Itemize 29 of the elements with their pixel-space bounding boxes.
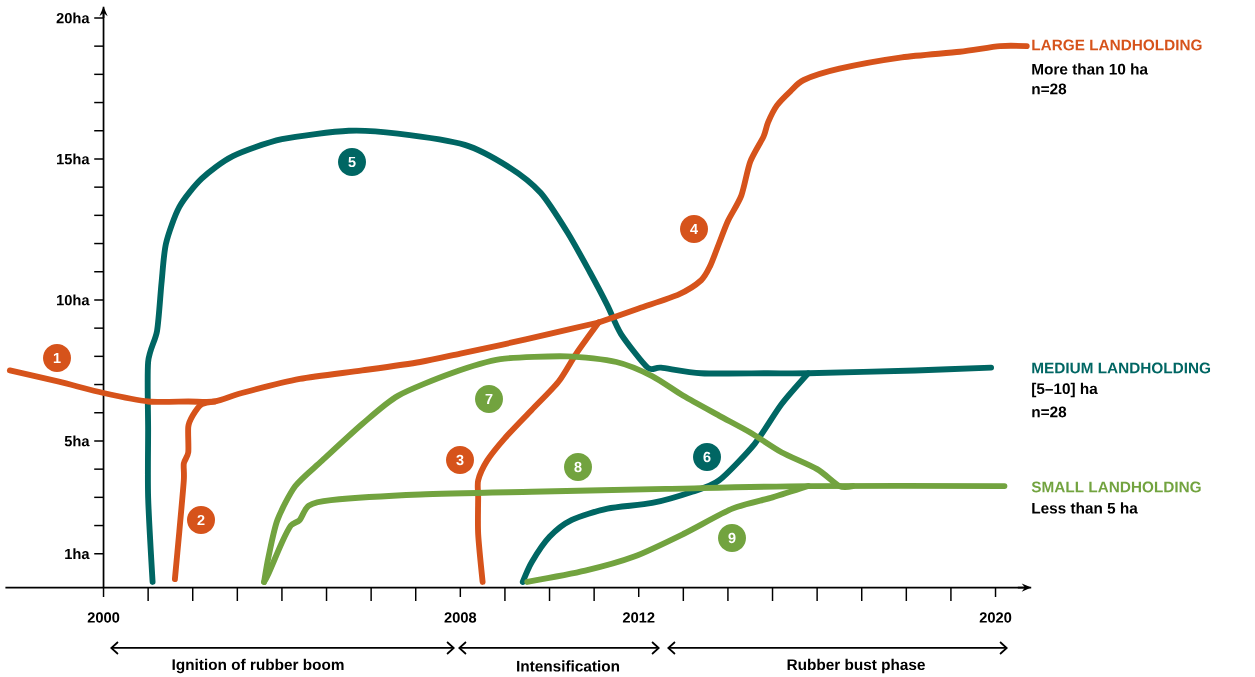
text: Ignition of rubber boom [172, 658, 344, 674]
text: n=28 [1032, 406, 1067, 418]
y-tick-label: 15ha [57, 153, 90, 165]
series-label: 3 [456, 454, 464, 466]
y-tick-label: 1ha [65, 548, 90, 560]
series-label: 6 [703, 451, 711, 463]
text: LARGE LANDHOLDING [1032, 39, 1202, 51]
text: Rubber bust phase [787, 658, 925, 674]
text: n=28 [1032, 83, 1067, 95]
text: More than 10 ha [1032, 63, 1149, 75]
x-tick-label: 2012 [622, 612, 655, 623]
text: [5–10] ha [1032, 382, 1098, 398]
series-label: 4 [690, 223, 698, 235]
x-tick-label: 2008 [444, 612, 477, 623]
text: 7 [485, 393, 493, 405]
text: Less than 5 ha [1032, 502, 1138, 514]
x-tick-label: 2020 [979, 612, 1012, 623]
y-tick-label: 20ha [56, 12, 90, 24]
series-label: 2 [197, 514, 205, 526]
series-label: 5 [348, 156, 356, 168]
y-tick-label: 10ha [57, 294, 90, 306]
text: MEDIUM LANDHOLDING [1032, 362, 1211, 374]
series-label: 8 [574, 461, 582, 473]
x-tick-label: 2000 [87, 612, 120, 623]
text: SMALL LANDHOLDING [1031, 481, 1201, 493]
series-label: 1 [53, 352, 61, 364]
series-label: 9 [728, 532, 736, 544]
y-tick-label: 5ha [64, 435, 90, 447]
text: Intensification [517, 660, 620, 672]
